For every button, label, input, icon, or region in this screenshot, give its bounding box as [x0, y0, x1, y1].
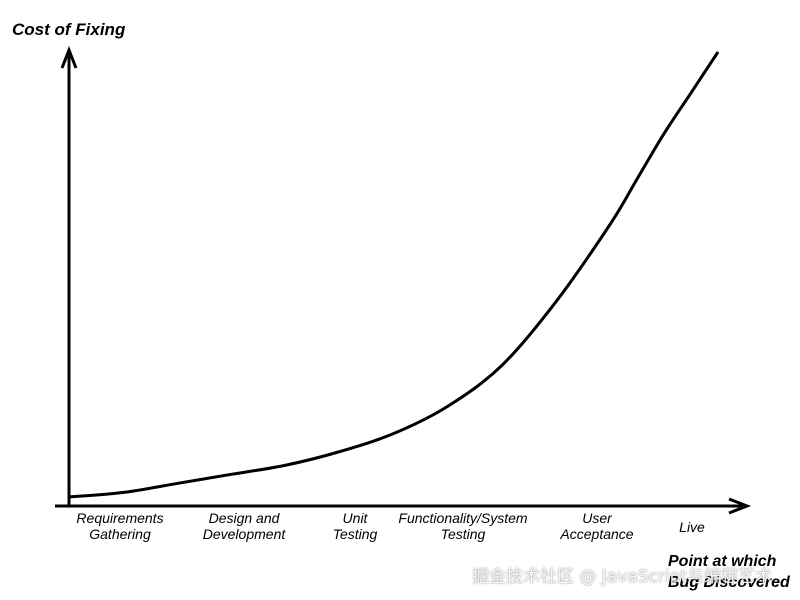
y-axis-arrow: [60, 45, 78, 69]
x-tick-label-line: Testing: [332, 526, 378, 542]
x-tick-user-acceptance: User Acceptance: [560, 510, 633, 542]
x-tick-system-testing: Functionality/System Testing: [398, 510, 527, 542]
x-axis-label: Point at which Bug Discovered: [668, 551, 800, 593]
x-tick-unit-testing: Unit Testing: [333, 510, 378, 542]
watermark: 掘金技术社区 @ JavaScript与编程艺术: [472, 567, 773, 587]
x-tick-label-line: Gathering: [89, 526, 151, 542]
x-axis-label-line: Bug Discovered: [668, 574, 790, 591]
x-tick-label-line: Testing: [440, 526, 486, 542]
x-axis-label-line: Point at which: [668, 553, 777, 570]
x-tick-label-line: Design and: [208, 510, 280, 526]
cost-curve-line: [69, 51, 720, 499]
x-axis-arrow: [728, 497, 752, 515]
x-tick-requirements: Requirements Gathering: [76, 510, 163, 542]
x-tick-label-line: Unit: [342, 510, 368, 526]
x-tick-label-line: Requirements: [76, 510, 164, 526]
x-tick-design: Design and Development: [203, 510, 286, 542]
x-tick-label-line: Development: [202, 526, 286, 542]
y-axis-label: Cost of Fixing: [12, 20, 126, 39]
x-tick-label-line: Acceptance: [560, 526, 634, 542]
x-tick-label-line: Live: [679, 519, 705, 535]
x-tick-label-line: User: [582, 510, 612, 526]
x-tick-label-line: Functionality/System: [398, 510, 528, 526]
x-tick-live: Live: [679, 519, 705, 535]
